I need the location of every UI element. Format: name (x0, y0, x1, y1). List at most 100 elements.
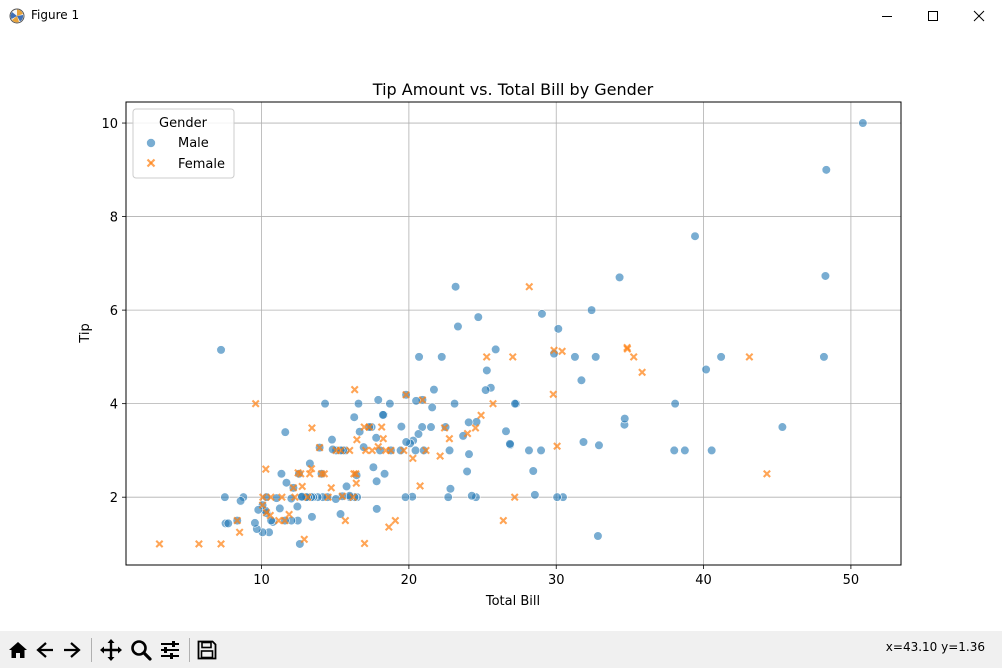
y-tick-label: 2 (110, 491, 118, 506)
data-point-female (341, 516, 350, 525)
pan-button[interactable] (97, 636, 125, 664)
data-point-female (258, 501, 267, 510)
data-point-female (262, 508, 271, 517)
x-tick-label: 50 (843, 573, 860, 588)
data-point-male (553, 324, 563, 334)
close-button[interactable] (956, 0, 1002, 31)
cursor-coordinates: x=43.10 y=1.36 (885, 640, 985, 654)
data-point-male (537, 309, 547, 319)
x-ticks: 10 20 30 40 50 (253, 565, 859, 588)
data-point-male (467, 491, 477, 501)
data-point-female (377, 423, 386, 431)
data-point-female (550, 346, 558, 355)
data-point-male (379, 469, 390, 479)
save-button[interactable] (193, 636, 221, 664)
data-point-male (552, 492, 562, 502)
home-button[interactable] (4, 636, 32, 664)
data-point-male (530, 490, 540, 500)
data-point-male (281, 478, 292, 488)
data-point-female (399, 446, 408, 455)
data-point-male (373, 395, 383, 405)
data-point-male (372, 504, 382, 514)
data-point-female (360, 423, 369, 431)
window-title: Figure 1 (31, 8, 80, 22)
x-tick-label: 10 (253, 573, 270, 588)
data-point-male (320, 399, 330, 409)
data-point-male (401, 437, 411, 447)
data-point-male (473, 312, 483, 322)
data-point-male (280, 427, 290, 437)
data-point-female (305, 469, 314, 478)
data-point-female (422, 446, 430, 455)
data-point-female (402, 390, 411, 399)
data-point-male (821, 165, 831, 175)
data-point-female (745, 352, 754, 361)
data-point-male (292, 501, 302, 512)
data-point-female (294, 468, 303, 477)
data-point-male (335, 509, 346, 519)
data-point-male (400, 492, 411, 502)
data-point-female (762, 469, 771, 478)
data-point-female (623, 343, 632, 352)
data-point-male (236, 496, 246, 506)
data-point-male (690, 231, 700, 241)
minimize-icon (882, 15, 892, 17)
data-point-female (266, 493, 275, 502)
data-point-male (427, 402, 437, 412)
data-point-female (349, 493, 357, 502)
data-point-male (501, 426, 511, 436)
data-point-female (303, 493, 312, 502)
legend-label-male: Male (178, 136, 209, 151)
data-point-female (549, 390, 558, 399)
data-point-male (445, 484, 456, 494)
data-point-female (307, 464, 316, 473)
data-point-male (464, 417, 474, 427)
data-point-male (701, 364, 711, 375)
data-point-male (426, 422, 436, 432)
data-point-female (274, 516, 283, 525)
data-point-female (289, 483, 298, 492)
data-point-female (300, 535, 309, 544)
data-point-male (250, 518, 260, 528)
data-point-male (482, 365, 492, 376)
toolbar-separator (91, 638, 92, 662)
data-point-male (368, 462, 378, 472)
data-point-female (352, 479, 361, 488)
legend-box (132, 108, 235, 179)
data-point-female (482, 352, 491, 361)
data-point-female (350, 385, 359, 394)
data-point-female (285, 510, 294, 519)
x-tick-label: 30 (548, 573, 565, 588)
data-point-male (594, 440, 604, 450)
data-point-female (381, 446, 390, 455)
data-point-male (680, 445, 690, 456)
zoom-button[interactable] (127, 636, 155, 664)
data-point-female (384, 523, 393, 532)
data-point-male (450, 282, 461, 292)
data-point-female (360, 539, 369, 548)
maximize-button[interactable] (910, 0, 956, 31)
data-point-male (443, 492, 453, 502)
data-point-female (440, 424, 449, 432)
figure-canvas[interactable]: 10 20 30 40 50 2 4 6 8 10 Tip Amount vs. Total B… (0, 31, 1002, 631)
data-point-female (324, 493, 333, 502)
data-point-male (449, 399, 460, 409)
data-point-female (471, 424, 480, 432)
y-tick-label: 4 (110, 398, 118, 413)
minimize-button[interactable] (864, 0, 910, 31)
data-point-male (593, 531, 603, 541)
data-point-male (371, 433, 381, 443)
forward-button[interactable] (58, 636, 86, 664)
data-point-male (414, 352, 424, 362)
data-points (155, 118, 868, 549)
data-point-male (220, 492, 230, 502)
data-point-female (408, 454, 417, 463)
configure-subplots-icon (161, 641, 179, 659)
configure-subplots-button[interactable] (156, 636, 184, 664)
data-point-female (418, 395, 427, 404)
data-point-male (464, 449, 474, 459)
navigation-toolbar: x=43.10 y=1.36 (0, 631, 1002, 668)
back-button[interactable] (31, 636, 59, 664)
data-point-male (385, 399, 395, 409)
data-point-female (338, 492, 347, 501)
